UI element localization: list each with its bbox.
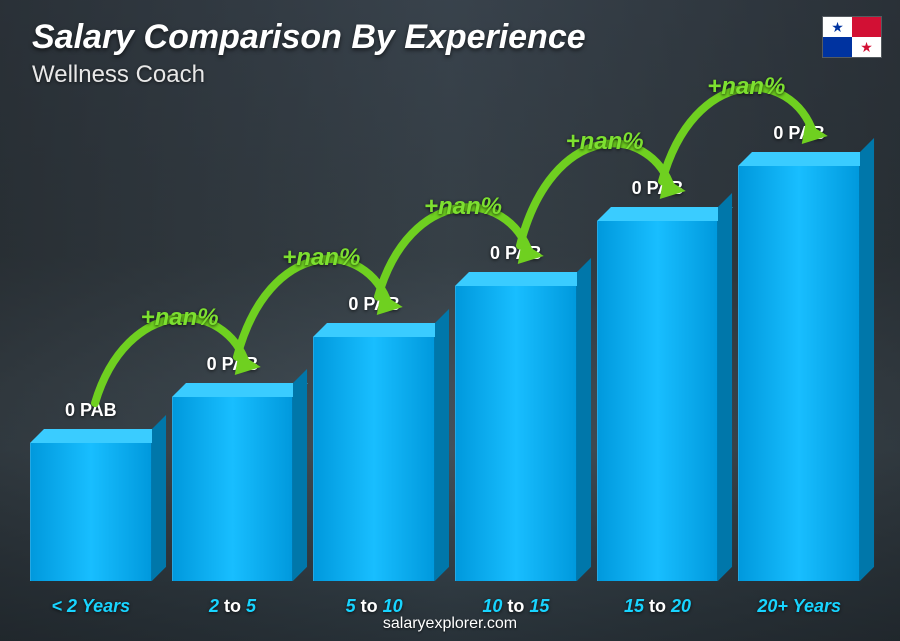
bar-value-label: 0 PAB [773,123,825,144]
bar [738,166,860,581]
bar [597,221,719,581]
bar-value-label: 0 PAB [490,243,542,264]
bar-top-face [30,429,166,443]
bar-value-label: 0 PAB [65,400,117,421]
bar-category-label: 15 to 20 [597,596,719,617]
bar-category-label: 10 to 15 [455,596,577,617]
bar [313,337,435,581]
bar-value-label: 0 PAB [632,178,684,199]
bar-front-face [738,166,860,581]
bar-side-face [293,369,307,581]
bar-slot: 0 PAB< 2 Years [30,120,152,581]
bar-side-face [577,258,591,581]
bar-front-face [313,337,435,581]
bar-slot: 0 PAB20+ Years [738,120,860,581]
bar-side-face [152,415,166,581]
bar-side-face [718,193,732,581]
chart-subtitle: Wellness Coach [32,61,810,89]
bar-front-face [30,443,152,581]
flag-quadrant-red [852,17,881,37]
bar-front-face [455,286,577,581]
bar-category-label: 2 to 5 [172,596,294,617]
bar-slot: 0 PAB15 to 20 [597,120,719,581]
bar-slot: 0 PAB5 to 10 [313,120,435,581]
flag-quadrant-star-red: ★ [852,37,881,57]
bar-chart: 0 PAB< 2 Years0 PAB2 to 50 PAB5 to 100 P… [30,120,860,581]
bar-side-face [860,138,874,581]
bar-front-face [172,397,294,581]
bar-value-label: 0 PAB [207,354,259,375]
bar [30,443,152,581]
bar-side-face [435,309,449,581]
chart-title: Salary Comparison By Experience [32,18,810,57]
bar [172,397,294,581]
bar-top-face [597,207,733,221]
header: Salary Comparison By Experience Wellness… [32,18,810,89]
bar-front-face [597,221,719,581]
bar-top-face [313,323,449,337]
bar-category-label: < 2 Years [30,596,152,617]
bar-slot: 0 PAB2 to 5 [172,120,294,581]
bar-slot: 0 PAB10 to 15 [455,120,577,581]
bar-top-face [455,272,591,286]
bar-top-face [738,152,874,166]
flag-quadrant-star-blue: ★ [823,17,852,37]
bar-value-label: 0 PAB [348,294,400,315]
footer-attribution: salaryexplorer.com [0,615,900,633]
bar [455,286,577,581]
bar-category-label: 5 to 10 [313,596,435,617]
bar-category-label: 20+ Years [738,596,860,617]
flag-panama: ★ ★ [822,16,882,58]
flag-quadrant-blue [823,37,852,57]
bar-top-face [172,383,308,397]
